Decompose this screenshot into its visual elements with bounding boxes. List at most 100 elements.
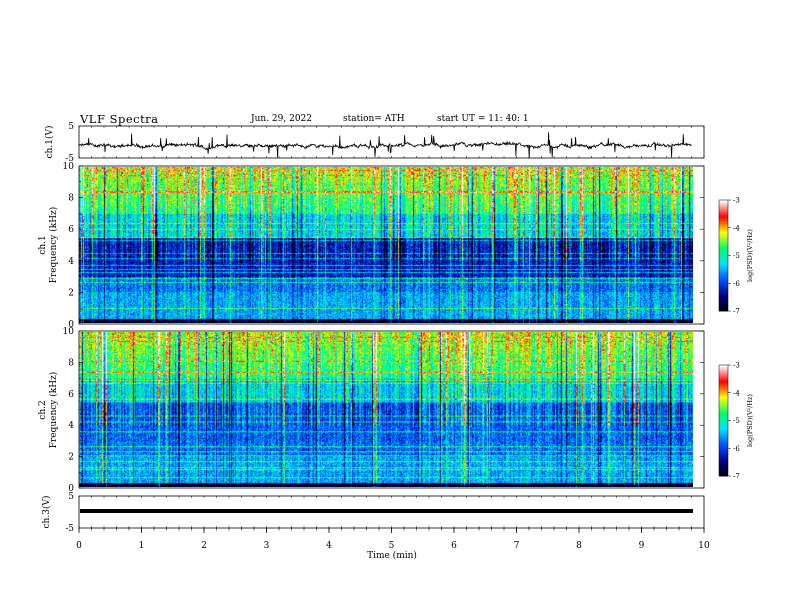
colorbar-swatch bbox=[719, 372, 728, 375]
colorbar-swatch bbox=[719, 414, 728, 418]
start-time-label: start UT = 11: 40: 1 bbox=[437, 114, 529, 124]
colorbar-swatch bbox=[719, 201, 728, 205]
ch1-ytick-top: 5 bbox=[68, 122, 74, 132]
colorbar-swatch bbox=[719, 470, 728, 473]
colorbar-tick-label: -6 bbox=[733, 280, 740, 288]
colorbar-swatch bbox=[719, 435, 728, 438]
freq-tick-label: 4 bbox=[68, 257, 74, 267]
colorbar-swatch bbox=[719, 224, 728, 227]
colorbar-swatch bbox=[719, 437, 728, 440]
colorbar-swatch bbox=[719, 240, 728, 243]
ch1-frequency-axis-label: Frequency (kHz) bbox=[48, 207, 59, 284]
colorbar-swatch bbox=[719, 238, 728, 242]
colorbar-swatch bbox=[719, 466, 728, 469]
colorbar-swatch bbox=[719, 433, 728, 436]
colorbar-swatch bbox=[719, 286, 728, 290]
colorbar-swatch bbox=[719, 385, 728, 388]
colorbar-swatch bbox=[719, 268, 728, 271]
colorbar-swatch bbox=[719, 409, 728, 412]
colorbar-swatch bbox=[719, 298, 728, 301]
ch3-ytick-bottom: -5 bbox=[65, 524, 74, 534]
colorbar-swatch bbox=[719, 251, 728, 255]
ch3-ytick-top: 5 bbox=[68, 492, 74, 502]
colorbar-swatch bbox=[719, 301, 728, 304]
colorbar-swatch bbox=[719, 431, 728, 434]
figure-title: VLF Spectra bbox=[80, 112, 159, 126]
colorbar-swatch bbox=[719, 211, 728, 214]
colorbar-swatch bbox=[719, 424, 728, 427]
colorbar-swatch bbox=[719, 468, 728, 471]
colorbar-label: log(PSD)(V²/Hz) bbox=[746, 394, 754, 447]
freq-tick-label: 6 bbox=[68, 390, 74, 400]
x-tick-label: 5 bbox=[389, 541, 395, 551]
colorbar-swatch bbox=[719, 416, 728, 420]
colorbar-swatch bbox=[719, 262, 728, 266]
freq-tick-label: 0 bbox=[68, 484, 74, 494]
colorbar-swatch bbox=[719, 249, 728, 253]
colorbar-swatch bbox=[719, 285, 728, 288]
colorbar-swatch bbox=[719, 418, 728, 421]
x-tick-label: 7 bbox=[514, 541, 520, 551]
colorbar-swatch bbox=[719, 463, 728, 466]
colorbar-swatch bbox=[719, 303, 728, 306]
freq-tick-label: 8 bbox=[68, 194, 74, 204]
colorbar-swatch bbox=[719, 296, 728, 299]
colorbar-swatch bbox=[719, 450, 728, 453]
colorbar-swatch bbox=[719, 402, 728, 405]
colorbar-swatch bbox=[719, 472, 728, 475]
colorbar-swatch bbox=[719, 411, 728, 414]
colorbar-swatch bbox=[719, 426, 728, 429]
ch1-frequency-ticks: 0 2 4 6 8 10 bbox=[63, 162, 704, 330]
colorbar-swatch bbox=[719, 248, 728, 251]
colorbar-swatch bbox=[719, 400, 728, 403]
date-label: Jun. 29, 2022 bbox=[251, 114, 313, 124]
colorbar-swatch bbox=[719, 266, 728, 269]
colorbar-swatch bbox=[719, 292, 728, 295]
colorbar-swatch bbox=[719, 461, 728, 464]
ch1-waveform-frame bbox=[78, 125, 705, 159]
x-tick-label: 3 bbox=[264, 541, 270, 551]
colorbar-swatch bbox=[719, 270, 728, 273]
ch2-spectrogram-image bbox=[79, 332, 693, 487]
colorbar-swatch bbox=[719, 279, 728, 282]
colorbar-swatch bbox=[719, 257, 728, 260]
ch2-colorbar: -3 -4 -5 -6 -7 log(PSD)(V²/Hz) bbox=[718, 362, 754, 481]
freq-tick-label: 4 bbox=[68, 421, 74, 431]
colorbar-tick-label: -7 bbox=[733, 473, 740, 481]
colorbar-tick-label: -5 bbox=[733, 417, 740, 425]
colorbar-swatch bbox=[719, 392, 728, 395]
colorbar-swatch bbox=[719, 261, 728, 264]
ch1-spectrogram-panel: 0 2 4 6 8 10 ch.1 Frequency (kHz) -3 -4 -5 -6 -7 l… bbox=[38, 162, 754, 330]
ch3-waveform-panel: 5 -5 ch.3(V) bbox=[41, 492, 705, 534]
colorbar-swatch bbox=[719, 420, 728, 423]
ch1-spectrogram-channel-label: ch.1 bbox=[38, 235, 48, 254]
colorbar-swatch bbox=[719, 225, 728, 229]
colorbar-swatch bbox=[719, 387, 728, 390]
colorbar-swatch bbox=[719, 294, 728, 297]
colorbar-swatch bbox=[719, 446, 728, 449]
ch2-frequency-axis-label: Frequency (kHz) bbox=[48, 372, 59, 449]
ch2-spectrogram-channel-label: ch.2 bbox=[38, 400, 48, 419]
colorbar-swatch bbox=[719, 381, 728, 384]
colorbar-swatch bbox=[719, 365, 728, 368]
x-tick-label: 0 bbox=[76, 541, 82, 551]
colorbar-swatch bbox=[719, 366, 728, 370]
colorbar-swatch bbox=[719, 459, 728, 462]
colorbar-swatch bbox=[719, 299, 728, 303]
ch3-ylabel: ch.3(V) bbox=[41, 496, 52, 529]
ch1-ytick-bottom: -5 bbox=[65, 154, 74, 164]
colorbar-swatch bbox=[719, 244, 728, 247]
colorbar-swatch bbox=[719, 207, 728, 210]
colorbar-swatch bbox=[719, 422, 728, 425]
colorbar-swatch bbox=[719, 407, 728, 410]
ch1-spectrogram-image bbox=[79, 167, 693, 323]
colorbar-swatch bbox=[719, 379, 728, 383]
colorbar-swatch bbox=[719, 444, 728, 447]
colorbar-swatch bbox=[719, 413, 728, 416]
station-label: station= ATH bbox=[343, 114, 405, 124]
x-tick-label: 8 bbox=[576, 541, 582, 551]
ch1-waveform-panel: 5 -5 ch.1(V) bbox=[44, 122, 705, 164]
colorbar-swatch bbox=[719, 218, 728, 221]
colorbar-swatch bbox=[719, 451, 728, 455]
